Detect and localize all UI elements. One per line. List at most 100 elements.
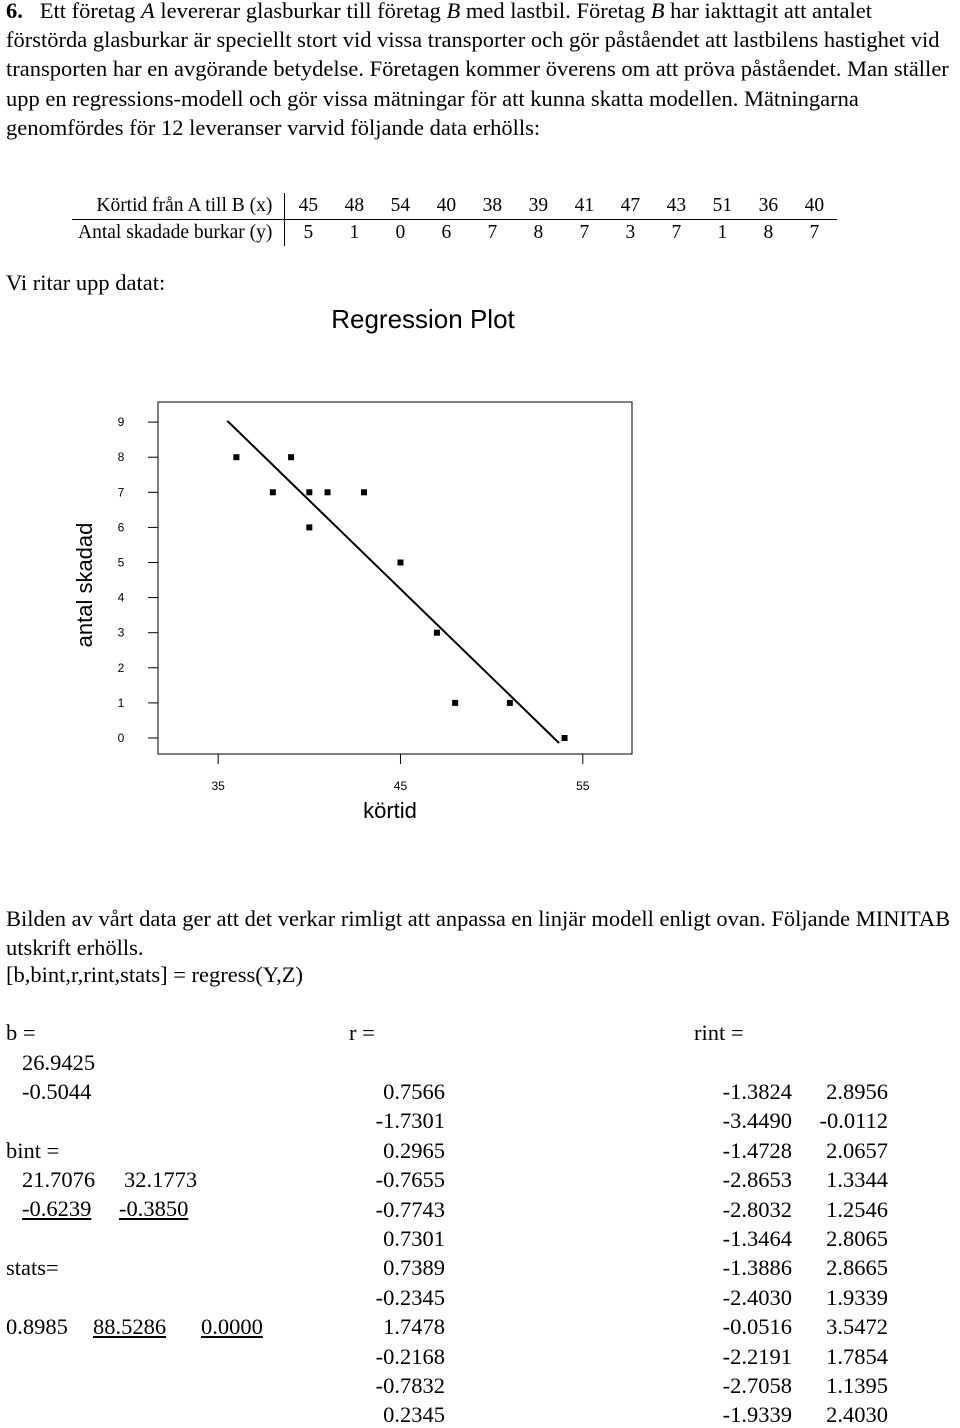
x-value: 54 [377,193,424,220]
x-value: 43 [653,193,700,220]
y-tick-label: 0 [118,731,125,745]
rint-lower: -1.3824 [722,1079,792,1104]
x-value: 45 [284,193,332,220]
y-ticks: 0 1 2 3 4 5 6 7 8 9 [118,415,158,745]
rint-upper: 1.3344 [826,1167,888,1193]
x-tick-label: 35 [211,779,225,793]
x-value: 40 [791,193,838,220]
x-value: 40 [423,193,470,220]
data-point [233,454,240,461]
rint-upper: -0.0112 [819,1108,888,1134]
y-value: 7 [671,222,682,243]
residual-value: -0.7832 [375,1373,445,1398]
rint-upper: 2.0657 [826,1137,888,1163]
x-tick-label: 45 [394,779,408,793]
residual-value: -0.2345 [375,1284,445,1310]
b-value-2: -0.5044 [22,1079,92,1104]
rint-upper: 2.8956 [826,1079,888,1104]
rint-upper: 2.8065 [826,1226,888,1251]
y-tick-label: 5 [118,556,125,570]
y-value: 1 [717,222,728,243]
bint-value: -0.6239 [22,1196,92,1221]
y-value: 8 [533,222,544,243]
stats-value-p: 0.0000 [201,1314,263,1339]
y-value: 0 [395,222,406,243]
residual-value: -0.7655 [375,1167,445,1193]
data-point [324,489,331,496]
table-row-y: Antal skadade burkar (y) 5 1 0 6 7 8 7 3 7 1 8 7 [72,219,837,246]
residual-value: 0.7389 [383,1255,445,1281]
x-value: 41 [561,193,608,220]
rint-lower: -2.8032 [722,1196,792,1222]
rint-lower: -2.8653 [722,1167,792,1193]
rint-lower: -2.2191 [722,1343,792,1369]
residual-value: -0.2168 [375,1343,445,1369]
y-value: 3 [625,222,636,243]
data-point [269,489,276,496]
x-value: 38 [469,193,516,220]
problem-text-4: har iakttagit att antalet förstörda glas… [6,0,949,140]
rint-upper: 1.2546 [826,1196,888,1222]
r-label: r = [349,1020,375,1045]
rint-upper: 3.5472 [826,1314,888,1340]
y-value: 6 [441,222,452,243]
rint-lower: -1.9339 [722,1402,792,1428]
stats-value-f: 88.5286 [93,1314,167,1339]
residual-value: 0.2965 [383,1137,445,1163]
x-ticks: 35 45 55 [211,754,590,793]
rint-lower: -3.4490 [722,1108,792,1134]
data-point [306,524,313,531]
rint-upper: 2.8665 [826,1255,888,1281]
y-tick-label: 6 [118,520,125,534]
bint-value: 32.1773 [124,1167,198,1192]
rint-label: rint = [694,1020,744,1045]
after-plot-text: Bilden av vårt data ger att det verkar r… [6,906,951,961]
rint-upper: 1.1395 [826,1373,888,1398]
x-axis-label: körtid [363,798,417,823]
y-value: 7 [809,222,820,243]
table-row-x: Körtid från A till B (x) 45 48 54 40 38 39 41 4… [72,193,838,220]
regression-plot: Regression Plot antal skadad körtid 0 1 2 3… [72,304,633,823]
problem-text-2: levererar glasburkar till företag [154,0,447,23]
x-tick-label: 55 [576,779,590,793]
chart-title: Regression Plot [331,304,515,334]
y-tick-label: 2 [118,661,125,675]
y-axis-label: antal skadad [72,523,97,648]
plot-frame [157,401,633,755]
problem-statement: 6. Ett företag A levererar glasburkar ti… [6,0,956,142]
y-tick-label: 9 [118,415,125,429]
y-tick-label: 4 [118,591,125,605]
b-label: b = [6,1020,36,1045]
data-point [433,629,440,636]
y-value: 1 [349,222,360,243]
x-value: 51 [699,193,746,220]
rint-upper: 2.4030 [826,1402,888,1428]
x-value: 47 [607,193,654,220]
rint-lower: -2.7058 [722,1373,792,1398]
data-point [397,559,404,566]
rint-upper: 1.9339 [826,1284,888,1310]
residual-value: 0.7566 [383,1079,445,1104]
x-value: 48 [331,193,378,220]
company-b-2: B [650,0,665,23]
residual-value: -1.7301 [375,1108,445,1134]
data-points [233,454,568,741]
data-point [452,699,459,706]
rint-upper: 1.7854 [826,1343,888,1369]
observation-table: Körtid från A till B (x) 45 48 54 40 38 39 41 4… [72,193,838,246]
data-point [506,699,513,706]
plot-intro: Vi ritar upp datat: [6,270,166,295]
stats-value-r2: 0.8985 [6,1314,68,1339]
x-value: 39 [515,193,562,220]
regression-line [226,420,560,744]
y-value: 7 [487,222,498,243]
rint-lower: -1.3464 [722,1226,792,1251]
problem-number: 6. [6,0,23,23]
rint-lower: -2.4030 [722,1284,792,1310]
problem-text-3: med lastbil. Företag [460,0,651,23]
x-value: 36 [745,193,792,220]
bint-value: 21.7076 [22,1167,96,1192]
y-tick-label: 8 [118,450,125,464]
bint-label: bint = [6,1138,60,1163]
stats-label: stats= [6,1255,59,1280]
